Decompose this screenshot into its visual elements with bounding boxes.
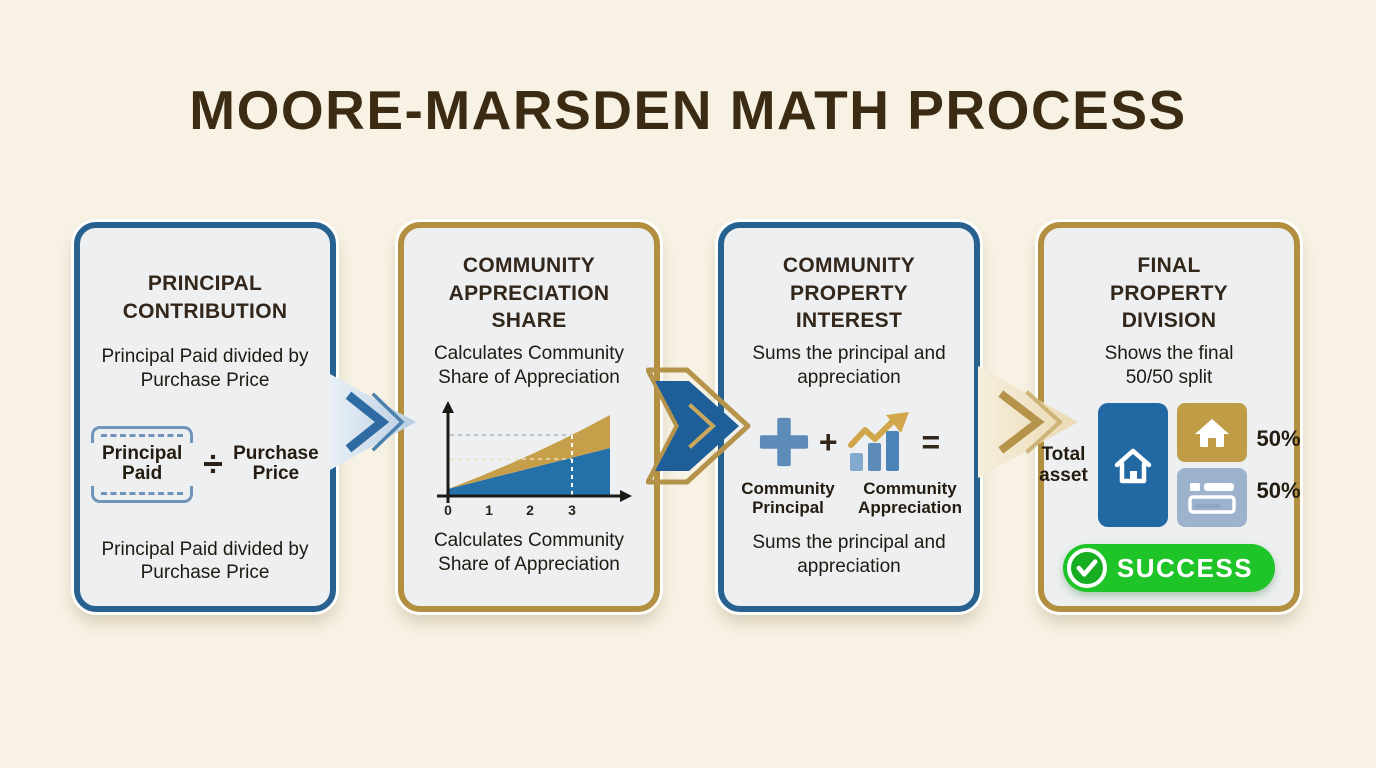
property-split-graphic: Total asset bbox=[1037, 403, 1301, 528]
total-asset-tile bbox=[1098, 403, 1169, 528]
step-subtitle: Sums the principal and appreciation bbox=[752, 343, 946, 388]
step-footer: Sums the principal and appreciation bbox=[752, 532, 946, 577]
spouse-share-tile bbox=[1177, 403, 1248, 463]
principal-area bbox=[448, 448, 610, 497]
x-axis-arrowhead bbox=[620, 490, 632, 503]
flow-arrow-2-icon bbox=[646, 367, 751, 485]
equals-operator: = bbox=[921, 424, 941, 461]
flow-arrow-1-icon bbox=[330, 374, 416, 470]
equation-labels: Community Principal Community Appreciati… bbox=[734, 479, 964, 517]
sum-equation: + = bbox=[758, 411, 940, 473]
house-outline-icon bbox=[1115, 449, 1152, 484]
plus-block-icon bbox=[759, 418, 808, 467]
step-footer: Calculates Community Share of Appreciati… bbox=[433, 530, 625, 575]
step-card-community-property-interest: COMMUNITY PROPERTY INTEREST Sums the pri… bbox=[718, 222, 980, 612]
step-title: PRINCIPAL CONTRIBUTION bbox=[122, 272, 288, 323]
step-subtitle: Calculates Community Share of Appreciati… bbox=[433, 343, 625, 388]
plus-operator: + bbox=[818, 424, 838, 461]
share-50-bottom: 50% bbox=[1256, 478, 1301, 504]
growth-bar-chart-icon bbox=[847, 412, 909, 472]
x-tick-1: 1 bbox=[485, 502, 493, 518]
appreciation-area bbox=[448, 415, 610, 490]
share-tiles bbox=[1177, 403, 1248, 528]
formula-numerator: Principal Paid bbox=[101, 442, 183, 485]
step-title: COMMUNITY PROPERTY INTEREST bbox=[782, 254, 916, 333]
ticket-bracket-top bbox=[91, 425, 194, 443]
step-card-final-property-division: FINAL PROPERTY DIVISION Shows the final … bbox=[1037, 222, 1301, 612]
check-icon bbox=[1066, 548, 1107, 589]
community-appreciation-label: Community Appreciation bbox=[858, 479, 962, 518]
total-asset-label: Total asset bbox=[1039, 443, 1088, 487]
success-badge-label: SUCCESS bbox=[1116, 552, 1254, 583]
divide-symbol: ÷ bbox=[203, 443, 223, 485]
flow-arrow-3-icon bbox=[978, 366, 1078, 478]
step-card-community-appreciation-share: COMMUNITY APPRECIATION SHARE Calculates … bbox=[398, 222, 660, 612]
step-subtitle: Principal Paid divided by Purchase Price bbox=[101, 346, 309, 391]
formula-denominator: Purchase Price bbox=[233, 442, 319, 485]
community-share-tile bbox=[1177, 468, 1248, 528]
appreciation-area-chart: 0 1 2 3 bbox=[437, 401, 632, 518]
page-title: MOORE-MARSDEN MATH PROCESS bbox=[189, 79, 1187, 141]
step-title: COMMUNITY APPRECIATION SHARE bbox=[448, 254, 610, 333]
x-tick-3: 3 bbox=[568, 502, 576, 518]
x-tick-2: 2 bbox=[526, 502, 534, 518]
principal-paid-ticket-icon: Principal Paid bbox=[91, 423, 194, 506]
step-title: FINAL PROPERTY DIVISION bbox=[1110, 254, 1228, 333]
ledger-card-icon bbox=[1188, 482, 1237, 514]
x-tick-0: 0 bbox=[444, 502, 452, 518]
step-footer: Principal Paid divided by Purchase Price bbox=[101, 538, 309, 584]
house-solid-icon bbox=[1195, 418, 1230, 447]
y-axis-arrowhead bbox=[442, 401, 454, 414]
share-percentages: 50% 50% bbox=[1256, 426, 1300, 504]
ticket-bracket-bottom bbox=[91, 485, 194, 503]
community-principal-label: Community Principal bbox=[741, 479, 835, 518]
step-subtitle: Shows the final 50/50 split bbox=[1104, 343, 1234, 388]
success-badge: SUCCESS bbox=[1062, 544, 1276, 593]
share-50-top: 50% bbox=[1256, 426, 1301, 452]
division-formula: Principal Paid ÷ Purchase Price bbox=[91, 423, 319, 506]
step-card-principal-contribution: PRINCIPAL CONTRIBUTION Principal Paid di… bbox=[74, 222, 336, 612]
